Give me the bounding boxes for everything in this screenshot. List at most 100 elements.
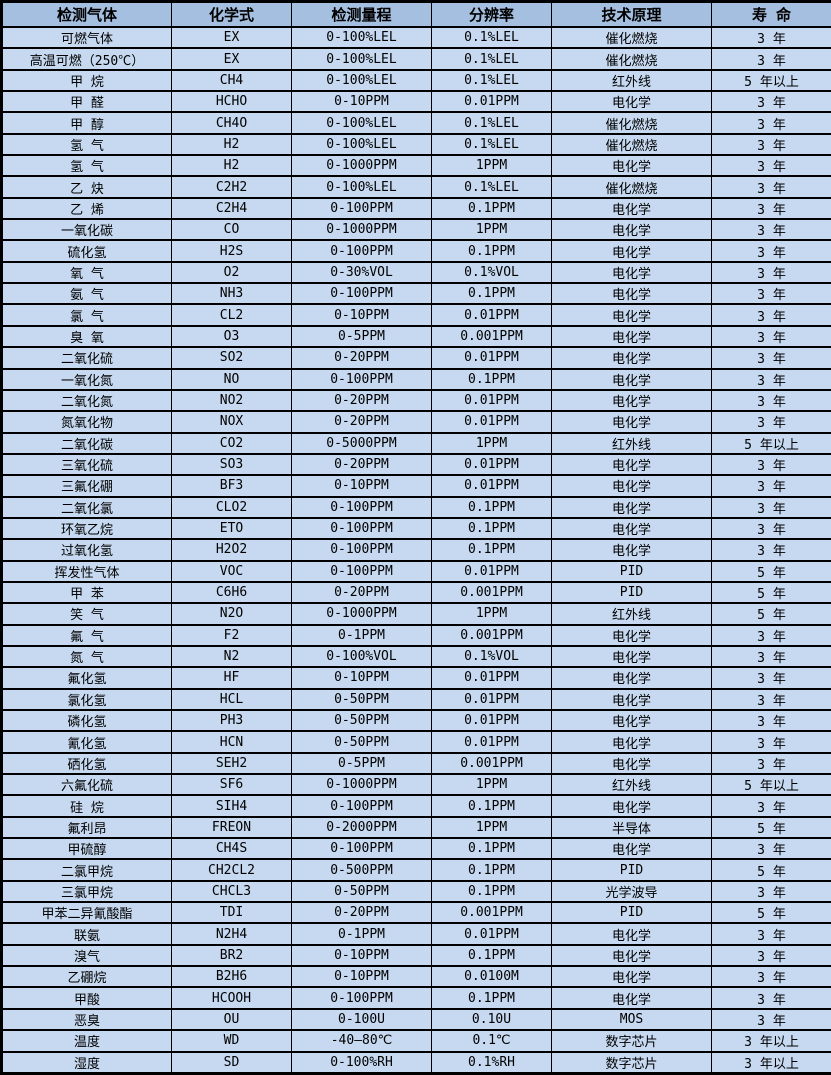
table-row: 联氨 N2H4 0-1PPM 0.01PPM 电化学 3 年 xyxy=(1,922,831,946)
table-row: 氟化氢 HF 0-10PPM 0.01PPM 电化学 3 年 xyxy=(1,666,831,690)
gas-name-cell: 一氧化碳 xyxy=(1,218,172,242)
gas-name-cell: 硫化氢 xyxy=(1,239,172,263)
table-body: 可燃气体 EX 0-100%LEL 0.1%LEL 催化燃烧 3 年高温可燃（250℃） E… xyxy=(1,25,831,1075)
resolution-cell: 0.1%LEL xyxy=(431,25,552,50)
lifespan-cell: 3 年 xyxy=(711,922,831,946)
gas-name-cell: 联氨 xyxy=(1,922,172,946)
resolution-cell: 0.1PPM xyxy=(431,943,552,968)
gas-name-cell: 硅 烷 xyxy=(1,794,172,818)
table-row: 甲酸 HCOOH 0-100PPM 0.1PPM 电化学 3 年 xyxy=(1,986,831,1010)
lifespan-cell: 3 年 xyxy=(711,986,831,1010)
resolution-cell: 0.1%LEL xyxy=(431,68,552,93)
resolution-cell: 0.01PPM xyxy=(431,452,552,477)
range-cell: 0-100%LEL xyxy=(291,68,432,93)
principle-cell: 电化学 xyxy=(551,324,712,349)
table-row: 溴气 BR2 0-10PPM 0.1PPM 电化学 3 年 xyxy=(1,943,831,968)
lifespan-cell: 3 年 xyxy=(711,218,831,242)
principle-cell: 电化学 xyxy=(551,666,712,690)
table-row: 臭 氧 O3 0-5PPM 0.001PPM 电化学 3 年 xyxy=(1,324,831,349)
resolution-cell: 0.01PPM xyxy=(431,730,552,754)
principle-cell: 电化学 xyxy=(551,196,712,221)
range-cell: 0-500PPM xyxy=(291,858,432,882)
principle-cell: 电化学 xyxy=(551,687,712,712)
range-cell: -40—80℃ xyxy=(291,1029,432,1053)
table-row: 硫化氢 H2S 0-100PPM 0.1PPM 电化学 3 年 xyxy=(1,239,831,263)
resolution-cell: 0.1PPM xyxy=(431,538,552,562)
range-cell: 0-100%LEL xyxy=(291,111,432,135)
principle-cell: 催化燃烧 xyxy=(551,132,712,157)
resolution-cell: 0.1%VOL xyxy=(431,644,552,669)
table-row: 氮 气 N2 0-100%VOL 0.1%VOL 电化学 3 年 xyxy=(1,644,831,669)
resolution-cell: 0.1PPM xyxy=(431,196,552,221)
principle-cell: 半导体 xyxy=(551,815,712,840)
gas-name-cell: 甲硫醇 xyxy=(1,837,172,861)
range-cell: 0-10PPM xyxy=(291,303,432,327)
resolution-cell: 0.1%RH xyxy=(431,1050,552,1075)
column-header-range: 检测量程 xyxy=(291,0,432,28)
lifespan-cell: 3 年 xyxy=(711,965,831,989)
gas-name-cell: 甲苯二异氰酸酯 xyxy=(1,901,172,925)
lifespan-cell: 3 年 xyxy=(711,154,831,178)
resolution-cell: 0.01PPM xyxy=(431,922,552,946)
lifespan-cell: 3 年以上 xyxy=(711,1029,831,1053)
resolution-cell: 0.1%LEL xyxy=(431,47,552,71)
resolution-cell: 1PPM xyxy=(431,773,552,797)
resolution-cell: 0.10U xyxy=(431,1007,552,1032)
resolution-cell: 0.01PPM xyxy=(431,388,552,413)
formula-cell: SD xyxy=(171,1050,292,1075)
resolution-cell: 0.1PPM xyxy=(431,282,552,306)
range-cell: 0-100%RH xyxy=(291,1050,432,1075)
principle-cell: 催化燃烧 xyxy=(551,111,712,135)
lifespan-cell: 5 年以上 xyxy=(711,68,831,93)
formula-cell: CH4 xyxy=(171,68,292,93)
gas-name-cell: 乙硼烷 xyxy=(1,965,172,989)
table-row: 二氯甲烷 CH2CL2 0-500PPM 0.1PPM PID 5 年 xyxy=(1,858,831,882)
gas-name-cell: 磷化氢 xyxy=(1,708,172,733)
lifespan-cell: 3 年 xyxy=(711,132,831,157)
principle-cell: 电化学 xyxy=(551,452,712,477)
range-cell: 0-100%LEL xyxy=(291,25,432,50)
gas-name-cell: 氯化氢 xyxy=(1,687,172,712)
resolution-cell: 0.1PPM xyxy=(431,495,552,519)
resolution-cell: 0.01PPM xyxy=(431,410,552,434)
principle-cell: 电化学 xyxy=(551,388,712,413)
table-row: 硒化氢 SEH2 0-5PPM 0.001PPM 电化学 3 年 xyxy=(1,751,831,776)
formula-cell: PH3 xyxy=(171,708,292,733)
gas-name-cell: 氢 气 xyxy=(1,132,172,157)
gas-name-cell: 氮氧化物 xyxy=(1,410,172,434)
lifespan-cell: 3 年 xyxy=(711,111,831,135)
principle-cell: 电化学 xyxy=(551,410,712,434)
range-cell: 0-100PPM xyxy=(291,196,432,221)
formula-cell: NO xyxy=(171,367,292,391)
formula-cell: CH2CL2 xyxy=(171,858,292,882)
principle-cell: 电化学 xyxy=(551,239,712,263)
principle-cell: 电化学 xyxy=(551,794,712,818)
formula-cell: EX xyxy=(171,47,292,71)
formula-cell: SEH2 xyxy=(171,751,292,776)
resolution-cell: 0.001PPM xyxy=(431,580,552,605)
formula-cell: ETO xyxy=(171,516,292,541)
range-cell: 0-100%LEL xyxy=(291,175,432,199)
column-header-gas: 检测气体 xyxy=(1,0,172,28)
principle-cell: 电化学 xyxy=(551,538,712,562)
range-cell: 0-2000PPM xyxy=(291,815,432,840)
lifespan-cell: 3 年 xyxy=(711,730,831,754)
resolution-cell: 1PPM xyxy=(431,602,552,626)
principle-cell: 电化学 xyxy=(551,922,712,946)
resolution-cell: 0.1%VOL xyxy=(431,260,552,285)
table-row: 三氧化硫 SO3 0-20PPM 0.01PPM 电化学 3 年 xyxy=(1,452,831,477)
gas-name-cell: 二氧化碳 xyxy=(1,431,172,455)
principle-cell: 电化学 xyxy=(551,474,712,498)
resolution-cell: 0.01PPM xyxy=(431,303,552,327)
gas-name-cell: 三氟化硼 xyxy=(1,474,172,498)
lifespan-cell: 3 年 xyxy=(711,644,831,669)
range-cell: 0-5PPM xyxy=(291,324,432,349)
lifespan-cell: 5 年 xyxy=(711,559,831,583)
lifespan-cell: 3 年 xyxy=(711,516,831,541)
gas-name-cell: 三氧化硫 xyxy=(1,452,172,477)
lifespan-cell: 3 年 xyxy=(711,794,831,818)
lifespan-cell: 5 年 xyxy=(711,858,831,882)
formula-cell: HCN xyxy=(171,730,292,754)
formula-cell: BR2 xyxy=(171,943,292,968)
formula-cell: H2S xyxy=(171,239,292,263)
